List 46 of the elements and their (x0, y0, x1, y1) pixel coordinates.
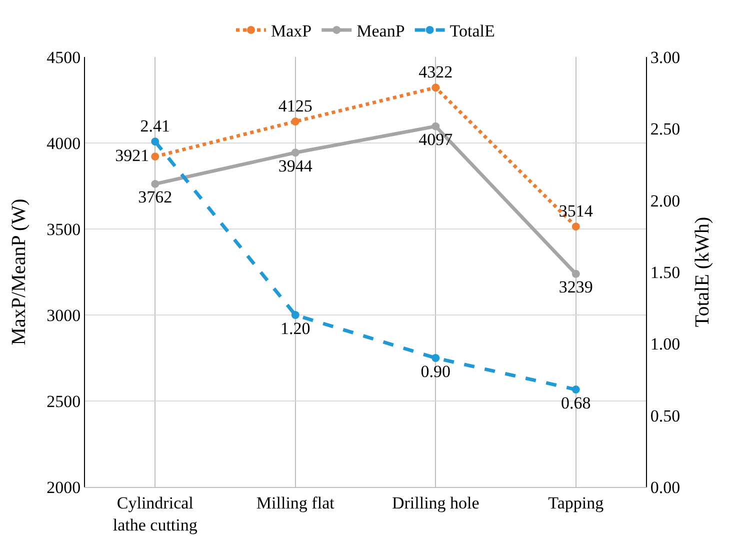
legend-label: TotalE (450, 22, 495, 41)
data-label: 2.41 (140, 116, 170, 136)
point (291, 118, 300, 126)
point (572, 222, 580, 231)
data-label: 3239 (558, 278, 593, 297)
point (432, 84, 440, 92)
y-tick-label: 4000 (46, 134, 81, 153)
data-label: 3921 (115, 146, 150, 165)
data-label: 3944 (278, 156, 313, 176)
x-tick-label: Tapping (548, 493, 604, 512)
y2-tick-label: 0.50 (650, 406, 680, 426)
point (151, 152, 160, 161)
y2-tick-label: 2.50 (650, 120, 680, 139)
point (291, 148, 300, 157)
y-tick-label: 2000 (46, 478, 81, 497)
y-tick-label: 4500 (46, 48, 81, 67)
point (432, 354, 440, 362)
point (432, 122, 440, 130)
data-label: 3514 (558, 201, 594, 220)
x-tick-label: Milling flat (256, 493, 335, 512)
data-label: 0.68 (561, 393, 591, 412)
data-label: 4322 (418, 62, 453, 82)
y-axis-title: MaxP/MeanP (W) (8, 198, 30, 346)
legend-label: MaxP (271, 22, 312, 41)
y-tick-label: 3000 (46, 306, 81, 325)
y2-tick-label: 0.00 (650, 478, 680, 497)
y-tick-label: 3500 (46, 220, 81, 239)
legend-label: MeanP (356, 22, 405, 41)
point (151, 138, 160, 146)
point (151, 180, 160, 188)
x-tick-label: Cylindrical lathe cutting (112, 493, 198, 534)
y2-tick-label: 1.00 (650, 334, 680, 354)
point (572, 386, 580, 394)
x-tick-label: Drilling hole (392, 493, 480, 512)
data-label: 3762 (138, 188, 172, 207)
data-label: 0.90 (420, 362, 451, 381)
y2-tick-label: 1.50 (650, 262, 680, 282)
data-label: 1.20 (280, 318, 310, 338)
point (291, 311, 300, 319)
data-label: 4125 (278, 96, 312, 116)
y2-tick-label: 3.00 (650, 48, 680, 67)
y2-tick-label: 2.00 (650, 191, 680, 210)
point (572, 270, 580, 278)
y2-axis-title: TotalE (kWh) (692, 216, 714, 328)
y-tick-label: 2500 (46, 392, 81, 411)
data-label: 4097 (418, 130, 454, 150)
